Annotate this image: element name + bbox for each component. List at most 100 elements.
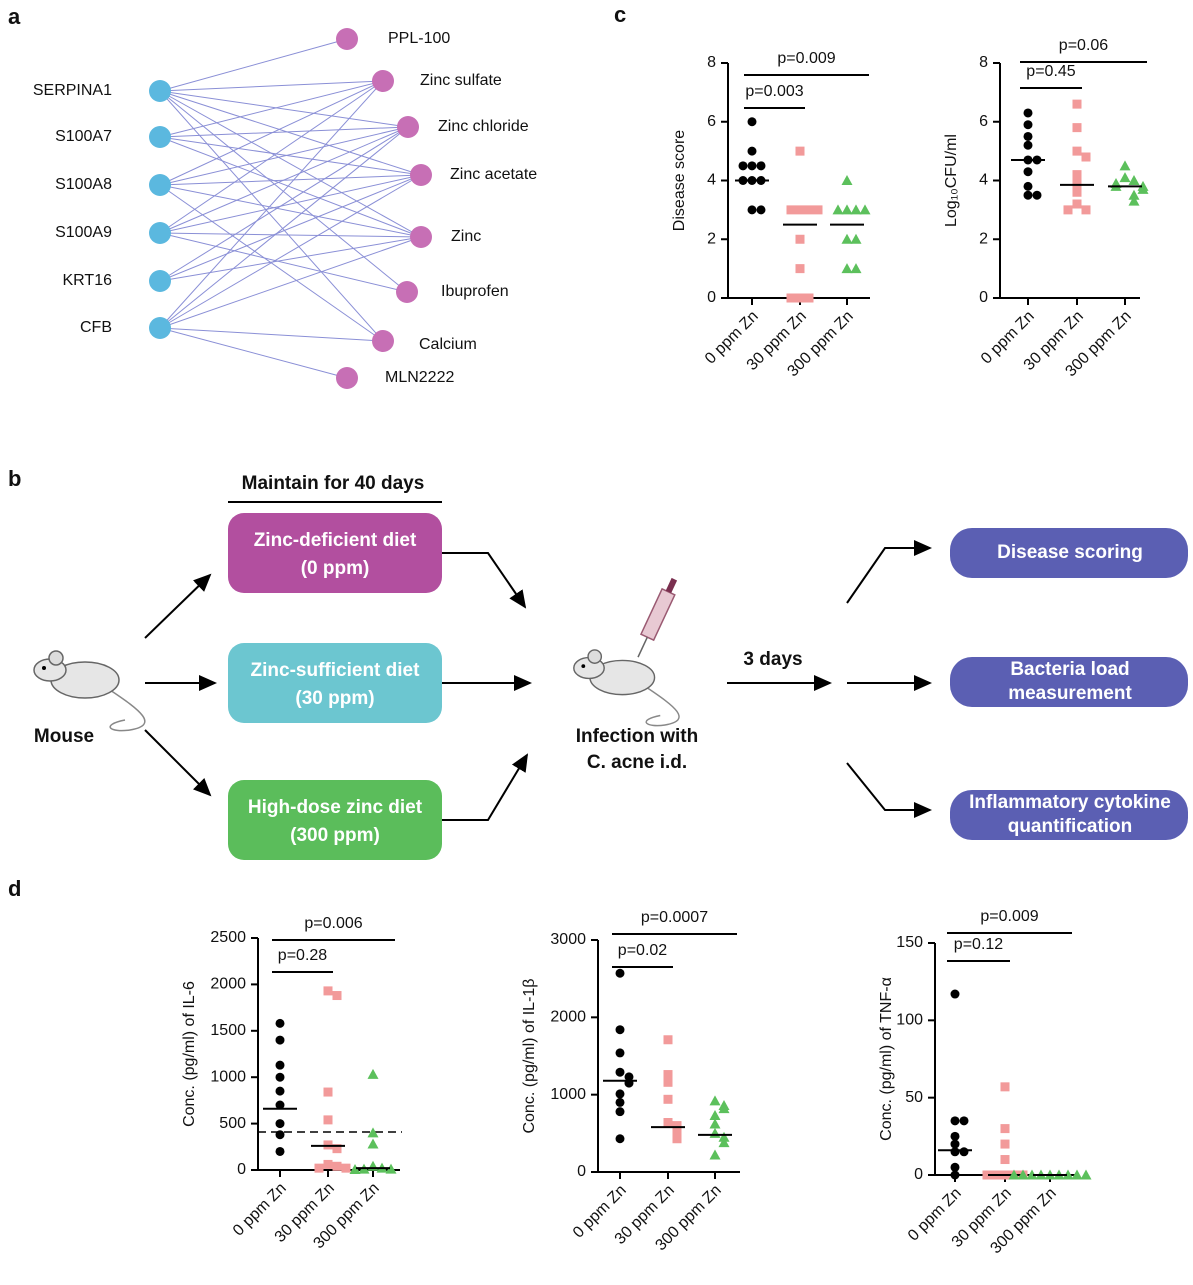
data-point [850,204,862,215]
p-value: p=0.009 [777,50,835,67]
data-point [959,1116,969,1126]
data-point [959,1147,969,1157]
network-edge [159,174,422,234]
network-edge [159,327,384,342]
compound-node [396,281,418,303]
data-point [950,1139,960,1149]
data-point [747,146,757,156]
data-point [795,264,805,274]
data-point [672,1134,682,1144]
compound-label: Zinc sulfate [420,72,502,89]
data-point [1023,140,1033,150]
arrow [144,573,212,639]
compound-node [410,226,432,248]
data-point [385,1163,397,1174]
data-point [323,1159,333,1169]
y-tick-label: 8 [707,54,716,71]
network-edge [159,126,409,186]
y-axis-label: Conc. (pg/ml) of IL-1β [521,978,538,1133]
header: Maintain for 40 days [242,473,425,494]
data-point [718,1103,730,1114]
data-point [950,1131,960,1141]
data-point [349,1164,361,1175]
data-point [1080,1169,1092,1180]
data-point [1072,99,1082,109]
data-point [1000,1082,1010,1092]
gene-node [149,80,171,102]
data-point [841,233,853,244]
mouse-label: Mouse [34,726,94,747]
y-tick-label: 4 [979,172,988,189]
network-edge [159,126,409,234]
data-point [950,1162,960,1172]
p-value: p=0.06 [1059,37,1108,54]
data-point [1032,190,1042,200]
data-point [950,989,960,999]
data-point [332,1161,342,1171]
y-tick-label: 2 [979,230,988,247]
data-point [275,1146,285,1156]
data-point [832,204,844,215]
y-tick-label: 1000 [210,1068,246,1085]
data-point [1072,187,1082,197]
data-point [1072,178,1082,188]
data-point [367,1160,379,1171]
data-point [709,1149,721,1160]
syringe-needle [637,636,649,658]
y-tick-label: 6 [979,113,988,130]
compound-label: PPL-100 [388,30,450,47]
network-edge [159,174,422,282]
diet-label: Zinc-deficient diet [254,530,417,551]
data-point [367,1068,379,1079]
data-point [615,1134,625,1144]
data-point [332,1144,342,1154]
data-point [1023,120,1033,130]
y-tick-label: 1500 [210,1022,246,1039]
data-point [1071,1169,1083,1180]
data-point [1023,108,1033,118]
data-point [275,1072,285,1082]
data-point [275,1060,285,1070]
data-point [1023,131,1033,141]
data-point [663,1077,673,1087]
data-point [1063,205,1073,215]
data-point [795,293,805,303]
network-edge [159,80,384,329]
network-edge [159,136,422,238]
diet-label: (0 ppm) [301,558,370,579]
data-point [367,1127,379,1138]
network-edge [159,232,408,293]
diet-box [228,643,442,723]
mouse-tail [109,689,146,732]
compound-node [372,70,394,92]
data-point [709,1118,721,1129]
compound-node [336,367,358,389]
compound-label: MLN2222 [385,369,454,386]
data-point [367,1138,379,1149]
y-tick-label: 2000 [550,1009,586,1026]
gene-label: S100A8 [55,176,112,193]
panel-label: d [8,876,21,901]
compound-label: Zinc acetate [450,166,537,183]
data-point [982,1170,992,1180]
data-point [323,1087,333,1097]
gene-label: CFB [80,319,112,336]
data-point [1119,160,1131,171]
syringe-barrel [639,587,676,642]
data-point [615,1048,625,1058]
data-point [841,263,853,274]
data-point [709,1110,721,1121]
data-point [841,204,853,215]
network-edge [159,236,422,329]
data-point [795,146,805,156]
arrow [442,753,529,821]
mouse-icon [573,649,680,727]
data-point [1000,1124,1010,1134]
network-edge [159,90,384,342]
data-point [275,1035,285,1045]
data-point [1072,199,1082,209]
gene-node [149,270,171,292]
network-edge [159,126,409,138]
y-tick-label: 0 [237,1161,246,1178]
p-value: p=0.28 [278,947,327,964]
